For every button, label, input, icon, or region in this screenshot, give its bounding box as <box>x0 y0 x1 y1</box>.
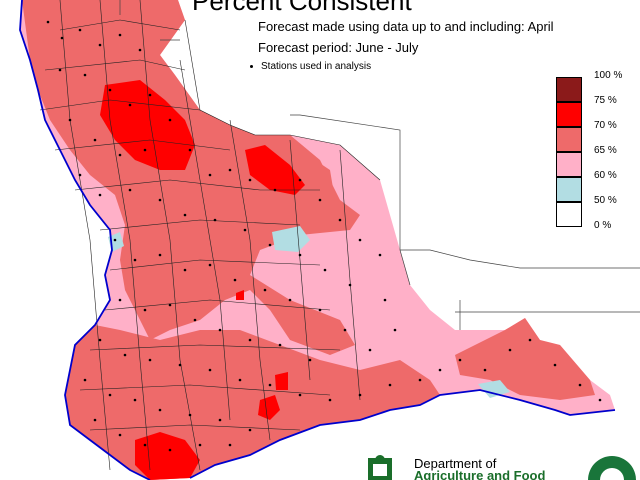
legend-label-75: 75 % <box>594 95 617 106</box>
legend-label-70: 70 % <box>594 120 617 131</box>
zone-70-spot3 <box>236 290 244 300</box>
district-boundaries <box>39 0 381 471</box>
legend-swatch-60 <box>556 152 582 177</box>
station-dot-icon <box>250 65 253 68</box>
legend-swatch-65 <box>556 127 582 152</box>
zone-70-east <box>245 145 305 195</box>
legend-swatch-70 <box>556 102 582 127</box>
crest-logo <box>368 455 392 480</box>
station-dots <box>46 20 602 452</box>
legend-label-100: 100 % <box>594 70 623 81</box>
legend-label-60: 60 % <box>594 170 617 181</box>
coastline <box>19 0 616 480</box>
zone-70-north <box>100 80 195 170</box>
dept-name: Agriculture and Food <box>414 468 546 480</box>
map-title: Percent Consistent <box>192 0 412 16</box>
legend-swatch-50 <box>556 177 582 202</box>
zone-70-south <box>135 432 200 480</box>
region-outlines <box>119 0 640 330</box>
legend-label-50: 50 % <box>594 195 617 206</box>
zone-60-a <box>272 226 310 252</box>
legend-label-0: 0 % <box>594 220 612 231</box>
zone-70-spot2 <box>275 372 288 390</box>
forecast-period-text: Forecast period: June - July <box>258 40 419 55</box>
zone-65-east <box>455 318 595 400</box>
zone-60-c <box>478 380 510 398</box>
forecast-made-text: Forecast made using data up to and inclu… <box>258 19 554 34</box>
legend-swatch-0 <box>556 202 582 227</box>
legend-label-65: 65 % <box>594 145 617 156</box>
legend-swatch-75 <box>556 77 582 102</box>
stations-note-text: Stations used in analysis <box>261 61 372 72</box>
zone-70-spot1 <box>258 395 280 420</box>
stations-note: Stations used in analysis <box>250 61 371 72</box>
dept-line: Department of <box>414 456 497 471</box>
